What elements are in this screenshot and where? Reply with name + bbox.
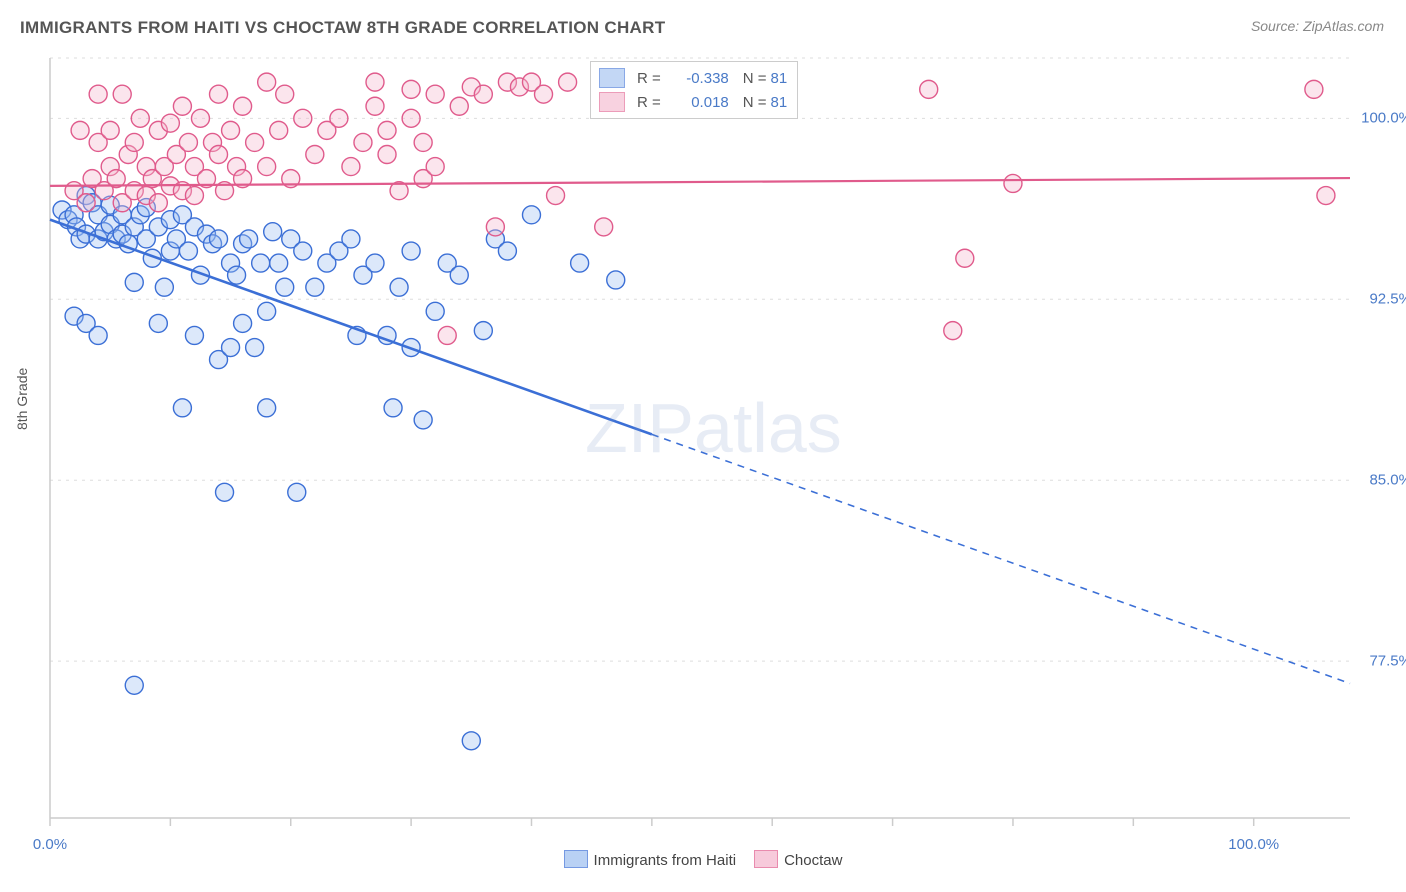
source-value: ZipAtlas.com (1303, 18, 1384, 34)
bottom-legend-item-choctaw: Choctaw (754, 850, 842, 869)
legend-r-label: R = (637, 70, 661, 87)
legend-n-value: 81 (771, 94, 788, 111)
y-tick-label: 92.5% (1369, 291, 1406, 308)
y-tick-label: 77.5% (1369, 653, 1406, 670)
bottom-legend-item-haiti: Immigrants from Haiti (564, 850, 737, 869)
y-axis-label: 8th Grade (14, 368, 30, 430)
chart-svg (50, 58, 1350, 818)
y-tick-label: 85.0% (1369, 472, 1406, 489)
y-tick-label: 100.0% (1361, 110, 1406, 127)
legend-n-label: N = (743, 70, 767, 87)
chart-title: IMMIGRANTS FROM HAITI VS CHOCTAW 8TH GRA… (20, 18, 665, 38)
legend-swatch (754, 850, 778, 868)
chart-container: IMMIGRANTS FROM HAITI VS CHOCTAW 8TH GRA… (0, 0, 1406, 892)
legend-r-value: 0.018 (665, 94, 729, 111)
legend-n-label: N = (743, 94, 767, 111)
legend-swatch (599, 68, 625, 88)
legend-r-value: -0.338 (665, 70, 729, 87)
legend-series-label: Immigrants from Haiti (594, 852, 737, 869)
source-credit: Source: ZipAtlas.com (1251, 18, 1384, 34)
correlation-legend: R =-0.338 N =81 R =0.018 N =81 (590, 61, 798, 119)
legend-r-label: R = (637, 94, 661, 111)
legend-row-haiti: R =-0.338 N =81 (599, 66, 787, 90)
source-label: Source: (1251, 18, 1299, 34)
plot-area: ZIPatlas R =-0.338N =81R =0.018N =81 77.… (50, 58, 1350, 818)
legend-n-value: 81 (771, 70, 788, 87)
legend-series-label: Choctaw (784, 852, 842, 869)
series-legend: Immigrants from Haiti Choctaw (0, 850, 1406, 869)
legend-row-choctaw: R =0.018 N =81 (599, 90, 787, 114)
legend-swatch (599, 92, 625, 112)
legend-swatch (564, 850, 588, 868)
